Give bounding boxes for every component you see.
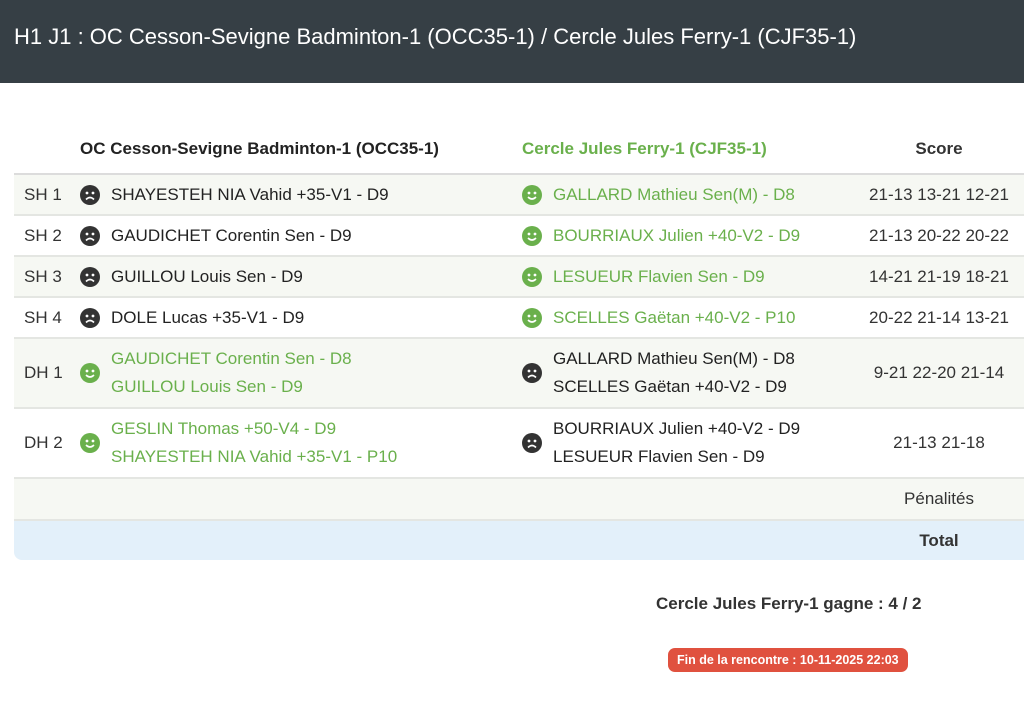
player-name: SHAYESTEH NIA Vahid +35-V1 - P10 <box>111 447 398 466</box>
team1-cell: DOLE Lucas +35-V1 - D9 <box>80 307 522 328</box>
match-score: 21-13 13-21 12-21 <box>869 184 1009 204</box>
end-of-match-badge: Fin de la rencontre : 10-11-2025 22:03 <box>668 648 908 672</box>
player-name: GUILLOU Louis Sen - D9 <box>111 377 303 396</box>
match-score: 21-13 21-18 <box>893 433 985 452</box>
team2-cell: LESUEUR Flavien Sen - D9 <box>522 266 854 287</box>
player-name: GESLIN Thomas +50-V4 - D9 <box>111 419 337 438</box>
table-header: OC Cesson-Sevigne Badminton-1 (OCC35-1) … <box>14 125 1024 175</box>
page-title: H1 J1 : OC Cesson-Sevigne Badminton-1 (O… <box>0 0 1024 83</box>
team1-cell: GUILLOU Louis Sen - D9 <box>80 266 522 287</box>
score-header: Score <box>915 139 963 158</box>
happy-face-icon <box>522 225 542 246</box>
sad-face-icon <box>80 307 100 328</box>
team2-cell: GALLARD Mathieu Sen(M) - D8 <box>522 184 854 205</box>
happy-face-icon <box>522 184 542 205</box>
team2-cell: BOURRIAUX Julien +40-V2 - D9 LESUEUR Flav… <box>522 419 854 467</box>
table-row: DH 2 GESLIN Thomas +50-V4 - D9 SHAYESTEH N… <box>14 409 1024 479</box>
match-label: SH 4 <box>24 307 62 327</box>
player-name: BOURRIAUX Julien +40-V2 - D9 <box>553 419 801 438</box>
player-name: GALLARD Mathieu Sen(M) - D8 <box>553 349 795 368</box>
sad-face-icon <box>80 225 100 246</box>
happy-face-icon <box>80 433 100 453</box>
team2-cell: GALLARD Mathieu Sen(M) - D8 SCELLES Gaëta… <box>522 349 854 397</box>
team2-cell: SCELLES Gaëtan +40-V2 - P10 <box>522 307 854 328</box>
player-name: DOLE Lucas +35-V1 - D9 <box>111 307 305 327</box>
sad-face-icon <box>522 363 542 383</box>
team1-cell: GAUDICHET Corentin Sen - D9 <box>80 225 522 246</box>
player-name: BOURRIAUX Julien +40-V2 - D9 <box>553 225 801 245</box>
happy-face-icon <box>80 363 100 383</box>
match-table: OC Cesson-Sevigne Badminton-1 (OCC35-1) … <box>14 125 1024 560</box>
team1-cell: GAUDICHET Corentin Sen - D8 GUILLOU Louis… <box>80 349 522 397</box>
total-label: Total <box>919 530 959 550</box>
match-label: SH 3 <box>24 266 62 286</box>
player-name: SCELLES Gaëtan +40-V2 - P10 <box>553 307 796 327</box>
player-name: SCELLES Gaëtan +40-V2 - D9 <box>553 377 787 396</box>
match-label: DH 1 <box>24 363 63 382</box>
penalties-row: Pénalités <box>14 479 1024 521</box>
table-row: SH 3 GUILLOU Louis Sen - D9 LESUEUR Flavie… <box>14 257 1024 298</box>
sad-face-icon <box>522 433 542 453</box>
team2-header: Cercle Jules Ferry-1 (CJF35-1) <box>522 139 767 158</box>
sad-face-icon <box>80 266 100 287</box>
player-name: LESUEUR Flavien Sen - D9 <box>553 447 765 466</box>
table-row: DH 1 GAUDICHET Corentin Sen - D8 GUILLOU L… <box>14 339 1024 409</box>
match-score: 9-21 22-20 21-14 <box>873 363 1005 382</box>
match-label: DH 2 <box>24 433 63 452</box>
match-score: 21-13 20-22 20-22 <box>869 225 1009 245</box>
happy-face-icon <box>522 266 542 287</box>
table-row: SH 4 DOLE Lucas +35-V1 - D9 SCELLES Gaëtan… <box>14 298 1024 339</box>
player-name: GAUDICHET Corentin Sen - D8 <box>111 349 352 368</box>
player-name: GAUDICHET Corentin Sen - D9 <box>111 225 352 245</box>
team1-cell: SHAYESTEH NIA Vahid +35-V1 - D9 <box>80 184 522 205</box>
player-name: LESUEUR Flavien Sen - D9 <box>553 266 765 286</box>
match-score: 14-21 21-19 18-21 <box>869 266 1009 286</box>
table-row: SH 2 GAUDICHET Corentin Sen - D9 BOURRIAUX… <box>14 216 1024 257</box>
team2-cell: BOURRIAUX Julien +40-V2 - D9 <box>522 225 854 246</box>
team1-header: OC Cesson-Sevigne Badminton-1 (OCC35-1) <box>80 139 439 158</box>
penalties-label: Pénalités <box>904 489 974 508</box>
match-result: Cercle Jules Ferry-1 gagne : 4 / 2 <box>656 594 922 613</box>
player-name: GALLARD Mathieu Sen(M) - D8 <box>553 184 795 204</box>
total-row: Total <box>14 521 1024 560</box>
match-label: SH 1 <box>24 184 62 204</box>
table-row: SH 1 SHAYESTEH NIA Vahid +35-V1 - D9 GALLA… <box>14 175 1024 216</box>
player-name: GUILLOU Louis Sen - D9 <box>111 266 303 286</box>
team1-cell: GESLIN Thomas +50-V4 - D9 SHAYESTEH NIA V… <box>80 419 522 467</box>
sad-face-icon <box>80 184 100 205</box>
match-label: SH 2 <box>24 225 62 245</box>
match-score: 20-22 21-14 13-21 <box>869 307 1009 327</box>
player-name: SHAYESTEH NIA Vahid +35-V1 - D9 <box>111 184 389 204</box>
happy-face-icon <box>522 307 542 328</box>
